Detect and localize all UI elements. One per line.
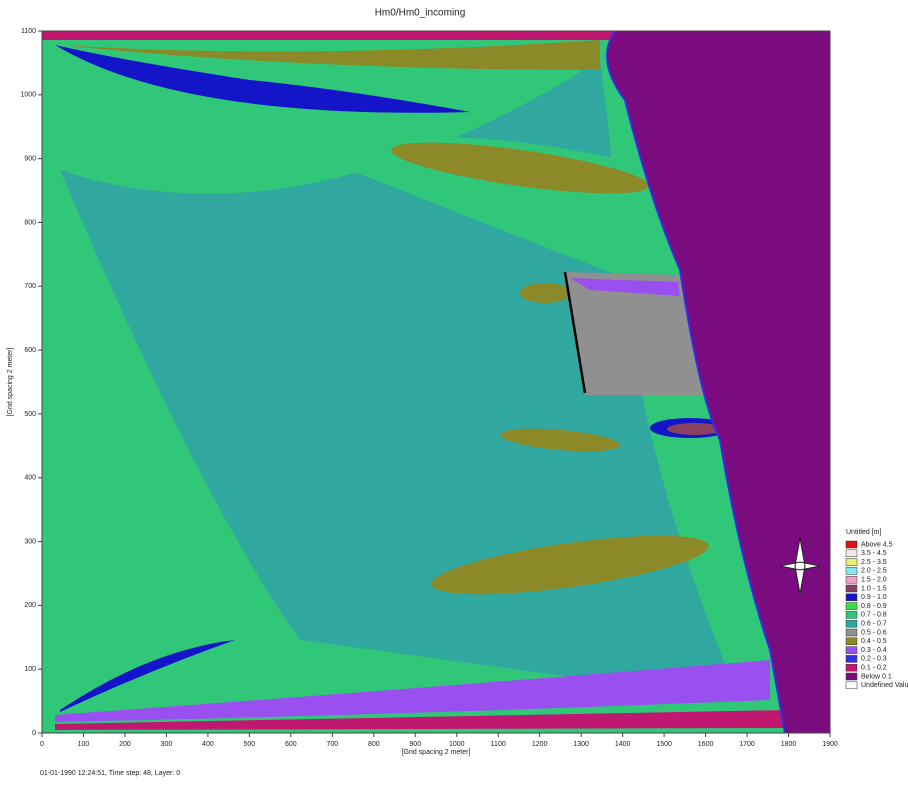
legend-label: Undefined Value — [861, 682, 908, 689]
y-tick-label: 300 — [24, 538, 36, 545]
legend-swatch — [845, 646, 858, 654]
legend-label: 0.9 - 1.0 — [861, 594, 887, 601]
y-tick-label: 100 — [24, 666, 36, 673]
legend-label: 2.5 - 3.5 — [861, 559, 887, 566]
x-tick-label: 300 — [161, 741, 173, 748]
x-tick-label: 1300 — [573, 741, 589, 748]
x-tick-label: 900 — [409, 741, 421, 748]
legend-swatch — [845, 619, 858, 628]
legend-label: 0.3 - 0.4 — [861, 647, 887, 654]
legend-label: 0.4 - 0.5 — [861, 638, 887, 645]
x-tick-label: 100 — [78, 741, 90, 748]
y-axis-label: [Grid spacing 2 meter] — [7, 348, 14, 417]
y-tick-label: 700 — [24, 283, 36, 290]
x-tick-label: 600 — [285, 741, 297, 748]
y-tick-label: 400 — [24, 475, 36, 482]
x-tick-label: 1500 — [656, 741, 672, 748]
x-tick-label: 1100 — [491, 741, 506, 748]
y-tick-label: 1100 — [21, 28, 36, 35]
plot-frame — [41, 30, 831, 734]
x-tick-label: 800 — [368, 741, 380, 748]
legend-swatch — [845, 681, 858, 690]
field — [42, 30, 830, 734]
legend-swatch — [845, 655, 858, 663]
legend-label: 0.2 - 0.3 — [861, 656, 887, 663]
x-tick-label: 1400 — [615, 741, 631, 748]
y-tick-label: 800 — [24, 219, 36, 226]
x-axis-label: [Grid spacing 2 meter] — [402, 749, 471, 756]
x-tick-label: 400 — [202, 741, 214, 748]
legend-swatch — [845, 637, 858, 646]
x-tick-label: 200 — [119, 741, 131, 748]
legend-label: 0.1 - 0.2 — [861, 665, 887, 672]
x-tick-label: 1600 — [698, 741, 714, 748]
legend-swatch — [845, 611, 858, 619]
legend-label: 0.7 - 0.8 — [861, 612, 887, 619]
legend-title: Untitled [m] — [846, 529, 881, 536]
legend-swatch — [845, 628, 858, 637]
legend-label: 0.5 - 0.6 — [861, 629, 887, 636]
legend-swatch — [845, 567, 858, 575]
x-tick-label: 500 — [244, 741, 256, 748]
legend-label: 1.5 - 2.0 — [861, 577, 887, 584]
x-tick-label: 1800 — [781, 741, 797, 748]
legend-swatch — [845, 540, 858, 549]
legend-label: Below 0.1 — [861, 673, 892, 680]
legend-label: 1.0 - 1.5 — [861, 585, 887, 592]
y-tick-label: 900 — [24, 155, 36, 162]
legend-label: 3.5 - 4.5 — [861, 550, 887, 557]
legend-swatch — [845, 593, 858, 602]
y-tick-label: 500 — [24, 411, 36, 418]
y-tick-label: 600 — [24, 347, 36, 354]
footer: 01-01-1990 12:24:51, Time step: 48, Laye… — [40, 770, 180, 777]
legend-label: 0.6 - 0.7 — [861, 621, 887, 628]
legend-label: 2.0 - 2.5 — [861, 568, 887, 575]
x-tick-label: 1900 — [822, 741, 838, 748]
legend-label: 0.8 - 0.9 — [861, 603, 887, 610]
legend-label: Above 4.5 — [861, 541, 893, 548]
legend-swatch — [845, 575, 858, 584]
compass — [779, 537, 821, 595]
x-tick-label: 1200 — [532, 741, 548, 748]
y-tick-label: 1000 — [20, 92, 36, 99]
legend-swatch — [845, 558, 858, 566]
y-tick-label: 0 — [32, 730, 36, 737]
legend-swatch — [845, 602, 858, 610]
y-tick-label: 200 — [24, 602, 36, 609]
chart-title: Hm0/Hm0_incoming — [375, 8, 466, 19]
legend-swatch — [845, 549, 858, 558]
legend-swatch — [845, 584, 858, 593]
legend-swatch — [845, 672, 858, 681]
x-tick-label: 1000 — [449, 741, 465, 748]
x-tick-label: 700 — [326, 741, 338, 748]
x-tick-label: 0 — [40, 741, 44, 748]
x-tick-label: 1700 — [739, 741, 755, 748]
legend-swatch — [845, 663, 858, 672]
